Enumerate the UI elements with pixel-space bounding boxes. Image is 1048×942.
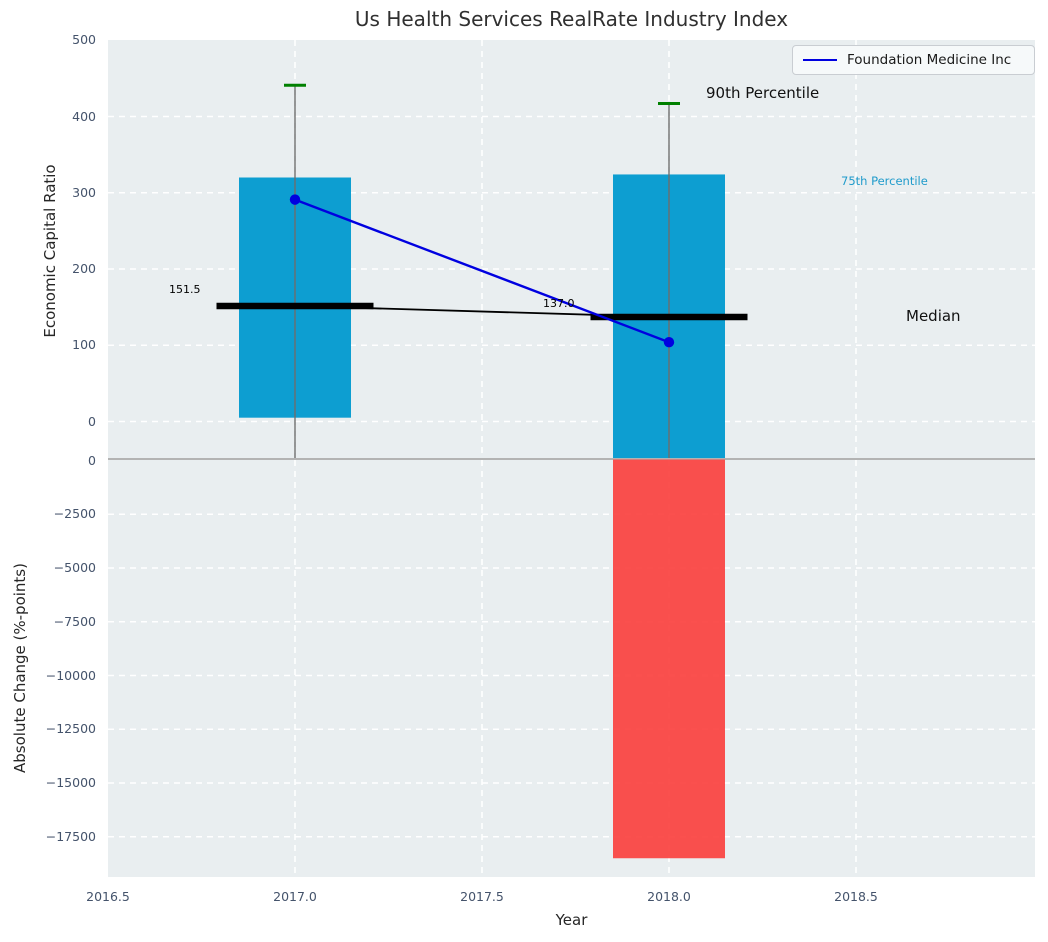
y-tick-label-top: 300 bbox=[72, 184, 96, 200]
series-marker-2018 bbox=[663, 337, 675, 348]
legend-line-sample bbox=[803, 59, 837, 61]
x-tick-label: 2016.5 bbox=[86, 889, 130, 904]
series-marker-2017 bbox=[289, 194, 301, 205]
panel-bottom-background bbox=[108, 460, 1035, 877]
y-tick-label-bottom: −2500 bbox=[53, 506, 96, 522]
y-tick-label-bottom: −12500 bbox=[45, 721, 96, 737]
y-tick-label-bottom: −15000 bbox=[45, 775, 96, 790]
annotation-median: Median bbox=[906, 307, 961, 325]
legend-label: Foundation Medicine Inc bbox=[847, 52, 1012, 68]
y-tick-label-top: 500 bbox=[72, 32, 96, 48]
median-value-label-2018: 137.0 bbox=[543, 297, 575, 310]
x-tick-label: 2017.5 bbox=[460, 889, 504, 904]
y-tick-label-top: 400 bbox=[72, 108, 96, 124]
y-axis-label-bottom: Absolute Change (%-points) bbox=[11, 563, 29, 773]
x-tick-label: 2018.0 bbox=[647, 889, 691, 904]
y-tick-label-bottom: −17500 bbox=[45, 828, 96, 844]
y-tick-label-top: 100 bbox=[72, 337, 96, 353]
x-tick-label: 2018.5 bbox=[834, 889, 878, 904]
chart-title: Us Health Services RealRate Industry Ind… bbox=[354, 7, 789, 31]
y-tick-label-bottom: 0 bbox=[88, 452, 96, 468]
negative-change-bar-2018 bbox=[613, 459, 725, 859]
annotation-75th-percentile: 75th Percentile bbox=[841, 174, 928, 188]
y-axis-label-top: Economic Capital Ratio bbox=[41, 164, 59, 338]
legend: Foundation Medicine Inc bbox=[792, 45, 1035, 75]
series-line bbox=[294, 198, 670, 344]
y-tick-label-bottom: −7500 bbox=[53, 613, 96, 629]
y-tick-label-top: 0 bbox=[88, 413, 96, 429]
y-tick-label-top: 200 bbox=[72, 261, 96, 276]
annotation-90th-percentile: 90th Percentile bbox=[706, 84, 820, 102]
y-tick-label-bottom: −10000 bbox=[45, 667, 96, 683]
x-tick-label: 2017.0 bbox=[273, 889, 317, 904]
median-value-label-2017: 151.5 bbox=[169, 283, 201, 296]
x-axis-label: Year bbox=[555, 911, 588, 929]
y-tick-label-bottom: −5000 bbox=[53, 560, 96, 575]
